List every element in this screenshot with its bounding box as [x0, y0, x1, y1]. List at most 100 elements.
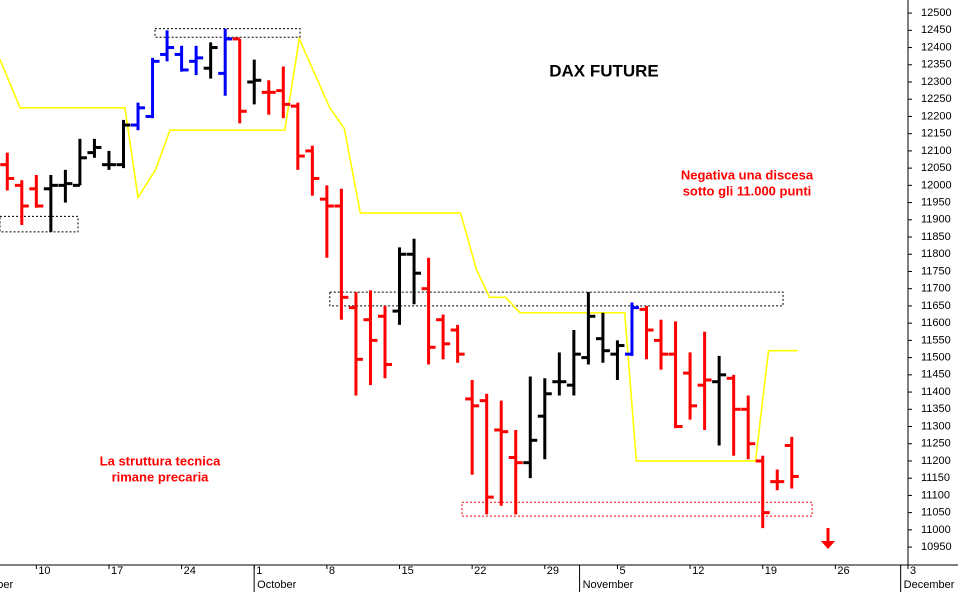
level-zone	[154, 28, 301, 38]
ohlc-bar	[407, 238, 422, 305]
y-tick-label: 11250	[921, 438, 951, 450]
x-tick-label: 26	[837, 565, 849, 577]
ohlc-bar	[465, 379, 480, 475]
ohlc-bar	[174, 45, 189, 72]
y-tick-label: 12050	[921, 162, 952, 174]
y-tick-label: 11750	[921, 265, 951, 277]
down-arrow	[821, 528, 835, 549]
ohlc-bar	[145, 57, 160, 119]
y-tick-label: 10950	[921, 541, 952, 553]
ohlc-bar	[508, 429, 523, 515]
ohlc-bar	[654, 319, 669, 370]
y-tick-label: 11200	[921, 455, 951, 467]
ohlc-bar	[101, 150, 116, 170]
x-tick-label: 12	[692, 565, 704, 577]
x-tick-label: 24	[184, 565, 196, 577]
ohlc-bar	[726, 374, 741, 456]
ohlc-bar	[581, 292, 596, 365]
ohlc-bar	[377, 305, 392, 379]
y-tick-label: 12350	[921, 59, 952, 71]
ohlc-bar	[43, 175, 58, 232]
ohlc-bar	[784, 436, 799, 489]
y-tick-label: 12300	[921, 76, 952, 88]
y-tick-label: 12250	[921, 93, 952, 105]
ohlc-bar	[566, 330, 581, 396]
level-zone	[461, 501, 813, 517]
y-tick-label: 11900	[921, 214, 951, 226]
y-tick-label: 12200	[921, 110, 952, 122]
y-tick-label: 11100	[921, 489, 950, 501]
month-label: November	[583, 579, 634, 591]
ohlc-bar	[683, 352, 698, 420]
x-tick-label: 5	[619, 565, 625, 577]
y-tick-label: 11600	[921, 317, 951, 329]
ohlc-bar	[232, 37, 247, 124]
ohlc-bar	[290, 102, 305, 170]
ohlc-bar	[436, 314, 451, 360]
y-tick-label: 12100	[921, 145, 952, 157]
ohlc-bar	[770, 469, 785, 491]
ohlc-bar	[392, 247, 407, 325]
y-tick-label: 12000	[921, 179, 952, 191]
ohlc-bar	[189, 45, 204, 76]
annotation: La struttura tecnica	[100, 453, 221, 468]
ohlc-bar	[305, 145, 320, 196]
chart-title: DAX FUTURE	[549, 61, 659, 80]
ohlc-bar	[494, 400, 509, 506]
y-tick-label: 12400	[921, 41, 952, 53]
x-tick-label: 22	[474, 565, 486, 577]
ohlc-bar	[595, 312, 610, 363]
y-tick-label: 11700	[921, 283, 951, 295]
ohlc-bar	[363, 290, 378, 386]
ohlc-bar	[697, 331, 712, 430]
ohlc-bar	[0, 152, 15, 191]
ohlc-bar	[131, 102, 146, 131]
y-tick-label: 11450	[921, 369, 951, 381]
ohlc-bar	[72, 138, 87, 187]
y-tick-label: 11550	[921, 334, 951, 346]
level-zone	[329, 291, 784, 307]
annotation: sotto gli 11.000 punti	[683, 183, 812, 198]
x-tick-label: 19	[765, 565, 777, 577]
x-tick-label: 10	[38, 565, 50, 577]
ohlc-bar	[319, 185, 334, 258]
ohlc-bar	[479, 393, 494, 515]
y-tick-label: 11950	[921, 196, 951, 208]
ohlc-bar	[87, 138, 102, 158]
ohlc-bar	[160, 30, 175, 62]
ohlc-bar	[639, 305, 654, 360]
ohlc-bar	[348, 292, 363, 396]
ohlc-bar	[712, 355, 727, 446]
y-tick-label: 11000	[921, 524, 951, 536]
x-tick-label: 8	[329, 565, 335, 577]
y-tick-label: 11350	[921, 403, 951, 415]
y-tick-label: 11400	[921, 386, 951, 398]
ohlc-bar	[624, 302, 639, 356]
month-label: September	[0, 579, 13, 591]
y-tick-label: 12450	[921, 24, 952, 36]
y-tick-label: 11150	[921, 472, 950, 484]
ohlc-bar	[247, 59, 262, 105]
y-tick-label: 12150	[921, 128, 952, 140]
ohlc-bar	[741, 395, 756, 460]
ohlc-bar	[421, 257, 436, 365]
ohlc-bar	[755, 455, 770, 529]
x-tick-label: 15	[402, 565, 414, 577]
x-tick-label: 17	[111, 565, 123, 577]
stop-line	[0, 36, 798, 462]
y-tick-label: 11050	[921, 507, 951, 519]
annotation: rimane precaria	[112, 469, 210, 484]
y-tick-label: 12500	[921, 7, 952, 19]
ohlc-bar	[450, 324, 465, 363]
x-tick-label: 3	[910, 565, 916, 577]
y-tick-label: 11300	[921, 420, 951, 432]
x-tick-label: 1	[256, 565, 262, 577]
ohlc-bar	[610, 340, 625, 380]
ohlc-bar	[668, 321, 683, 429]
y-tick-label: 11650	[921, 300, 951, 312]
y-tick-label: 11800	[921, 248, 951, 260]
ohlc-bar	[261, 80, 276, 115]
ohlc-bar	[218, 28, 233, 96]
month-label: December	[904, 579, 955, 591]
